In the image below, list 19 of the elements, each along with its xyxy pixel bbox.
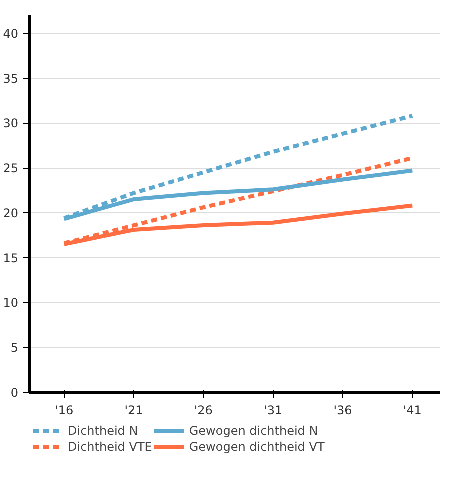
y-tick-label: 10 (3, 296, 19, 310)
y-tick-label: 35 (3, 72, 19, 86)
legend-label: Gewogen dichtheid VT (189, 440, 325, 454)
x-tick-label: '26 (194, 404, 213, 418)
legend-label: Dichtheid VTE (68, 440, 152, 454)
y-tick-label: 5 (10, 341, 19, 356)
y-tick-label: 40 (3, 26, 19, 41)
y-tick-label: 25 (3, 162, 19, 176)
y-tick-label: 20 (3, 206, 19, 220)
x-tick-label: '31 (264, 404, 283, 418)
x-tick-label: '36 (334, 404, 352, 418)
x-tick-label: '41 (403, 404, 422, 418)
x-tick-label: '16 (55, 404, 74, 418)
y-tick-label: 0 (10, 386, 19, 400)
y-tick-label: 15 (3, 251, 19, 266)
legend-label: Dichtheid N (68, 424, 138, 438)
legend-label: Gewogen dichtheid N (189, 424, 318, 438)
x-tick-label: '21 (124, 404, 144, 418)
y-tick-label: 30 (3, 116, 19, 131)
